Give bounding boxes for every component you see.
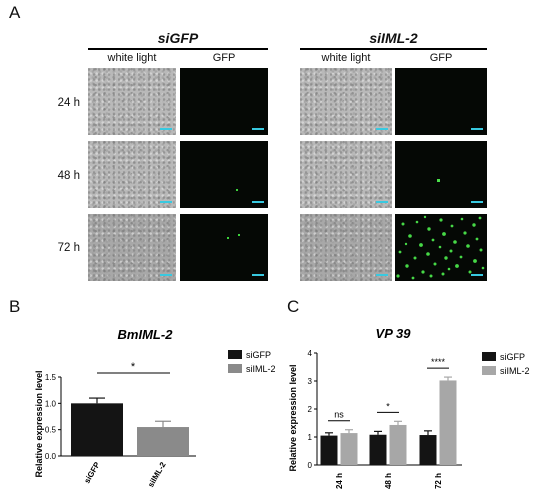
legend-label: siGFP: [500, 352, 525, 362]
micrograph-siiml2-gfp-72h: [395, 214, 487, 281]
micrograph-siiml2-white-light-24h: [300, 68, 392, 135]
gfp-cell: [236, 189, 238, 191]
scale-bar: [252, 201, 264, 203]
col-label-white-light-2: white light: [321, 52, 371, 64]
gfp-cell: [227, 237, 229, 239]
group-underline-sigfp: [88, 48, 268, 50]
panel-a-letter: A: [9, 3, 21, 22]
bar: [439, 380, 457, 465]
micrograph-sigfp-gfp-48h: [180, 141, 268, 208]
y-tick-label: 3: [308, 377, 313, 386]
legend-label: siIML-2: [246, 364, 275, 374]
legend-label: siGFP: [246, 350, 271, 360]
x-tick-label: 72 h: [434, 473, 443, 489]
scale-bar: [160, 128, 172, 130]
panel-c-letter: C: [287, 297, 300, 316]
y-tick-label: 1.5: [45, 373, 57, 382]
scale-bar: [160, 274, 172, 276]
legend-swatch: [228, 350, 242, 359]
legend-swatch: [482, 366, 496, 375]
scale-bar: [376, 274, 388, 276]
gfp-cell: [437, 179, 440, 182]
chart-b: BmIML-2 Relative expression level 0.0 0.5…: [34, 327, 275, 489]
bar: [369, 434, 387, 465]
gfp-cells-dense: [396, 215, 485, 280]
gfp-cell: [238, 234, 240, 236]
group-title-siiml2: siIML-2: [369, 30, 418, 46]
scale-bar: [160, 201, 172, 203]
micrograph-sigfp-gfp-24h: [180, 68, 268, 135]
y-tick-label: 1: [308, 433, 313, 442]
micrograph-siiml2-gfp-48h: [395, 141, 487, 208]
significance-label: *: [386, 401, 390, 411]
group-title-sigfp: siGFP: [157, 30, 199, 46]
scale-bar: [376, 128, 388, 130]
col-label-gfp-1: GFP: [212, 52, 236, 64]
scale-bar: [252, 274, 264, 276]
micrograph-sigfp-white-light-24h: [88, 68, 176, 135]
scale-bar: [471, 201, 483, 203]
scale-bar: [471, 274, 483, 276]
x-tick-label: 24 h: [335, 473, 344, 489]
micrograph-sigfp-white-light-72h: [88, 214, 176, 281]
significance-label: *: [131, 361, 136, 373]
bar: [419, 435, 437, 465]
col-label-white-light-1: white light: [107, 52, 157, 64]
scale-bar: [376, 201, 388, 203]
significance-label: ns: [334, 410, 344, 420]
y-tick-label: 0.0: [45, 452, 57, 461]
significance-label: ****: [431, 357, 446, 367]
chart-b-title: BmIML-2: [118, 327, 174, 342]
y-tick-label: 0.5: [45, 426, 57, 435]
y-tick-label: 0: [308, 461, 313, 470]
row-label-48h: 48 h: [57, 170, 80, 182]
x-tick-label: 48 h: [384, 473, 393, 489]
bar: [71, 403, 123, 456]
row-label-72h: 72 h: [57, 242, 80, 254]
micrograph-sigfp-gfp-72h: [180, 214, 268, 281]
y-tick-label: 2: [308, 405, 313, 414]
micrograph-sigfp-white-light-48h: [88, 141, 176, 208]
legend-label: siIML-2: [500, 366, 530, 376]
micrograph-siiml2-gfp-24h: [395, 68, 487, 135]
legend-swatch: [482, 352, 496, 361]
col-label-gfp-2: GFP: [429, 52, 453, 64]
scale-bar: [252, 128, 264, 130]
group-underline-siiml2: [300, 48, 487, 50]
y-tick-label: 4: [308, 349, 313, 358]
legend-swatch: [228, 364, 242, 373]
bar: [340, 433, 358, 465]
micrograph-siiml2-white-light-72h: [300, 214, 392, 281]
micrograph-siiml2-white-light-48h: [300, 141, 392, 208]
row-label-24h: 24 h: [57, 97, 80, 109]
x-tick-label: siIML-2: [146, 460, 168, 489]
chart-c-ylabel: Relative expression level: [288, 364, 298, 471]
chart-c-title: VP 39: [376, 326, 412, 341]
y-tick-label: 1.0: [45, 399, 57, 408]
scale-bar: [471, 128, 483, 130]
x-tick-label: siGFP: [82, 460, 102, 485]
chart-c: VP 39 Relative expression level 0 1 2 3 4 24 …: [288, 326, 530, 489]
bar: [389, 424, 407, 465]
bar: [137, 427, 189, 456]
panel-b-letter: B: [9, 297, 21, 316]
bar: [320, 435, 338, 465]
chart-b-ylabel: Relative expression level: [34, 370, 44, 477]
